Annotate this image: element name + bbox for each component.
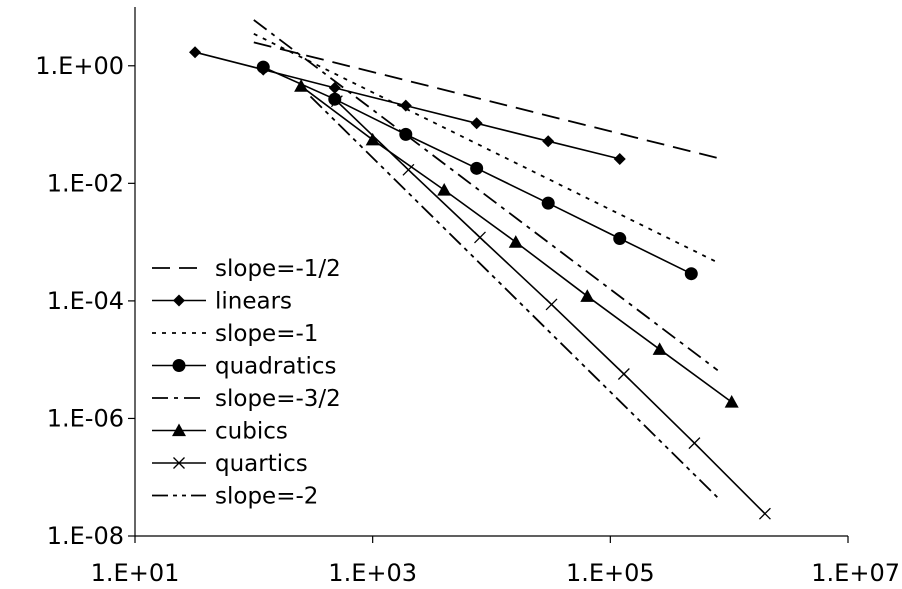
series-cubics	[294, 79, 739, 408]
y-tick-label: 1.E+00	[35, 52, 124, 80]
legend-item-cubics: cubics	[152, 419, 288, 445]
legend-marker-cubics	[172, 423, 186, 437]
legend-marker-quartics	[173, 457, 185, 469]
series-quartics	[330, 95, 771, 520]
data-point-quadratics	[541, 196, 555, 210]
data-point-cubics	[580, 289, 595, 302]
data-point-quartics	[474, 231, 486, 244]
series-slope-2	[309, 95, 719, 499]
y-tick-label: 1.E-06	[47, 404, 124, 432]
data-point-linears	[399, 99, 412, 112]
series-slope-3-2	[253, 19, 719, 372]
legend-label: slope=-1/2	[215, 256, 341, 282]
series-line-slope-2	[309, 95, 719, 499]
series-quadratics	[256, 60, 698, 281]
data-point-cubics	[508, 235, 523, 248]
data-point-linears	[542, 135, 555, 148]
plot-area	[189, 19, 771, 520]
legend-label: slope=-3/2	[215, 386, 341, 412]
data-point-cubics	[365, 132, 380, 146]
data-point-linears	[328, 81, 341, 94]
series-line-quartics	[336, 100, 766, 515]
data-point-quadratics	[256, 60, 270, 74]
x-tick-label: 1.E+03	[328, 559, 417, 587]
y-tick-label: 1.E-04	[47, 287, 124, 315]
legend-label: linears	[215, 289, 292, 315]
data-point-linears	[470, 117, 483, 130]
data-point-cubics	[294, 79, 309, 92]
data-point-quadratics	[684, 267, 698, 281]
x-tick-label: 1.E+07	[811, 559, 900, 587]
legend-item-slope-2: slope=-2	[152, 484, 318, 510]
legend-marker-linears	[173, 294, 185, 307]
legend-item-slope-3-2: slope=-3/2	[152, 386, 341, 412]
data-point-quadratics	[613, 232, 627, 246]
data-point-linears	[613, 152, 626, 165]
legend-label: slope=-1	[215, 321, 318, 347]
data-point-quartics	[545, 298, 558, 311]
legend-item-slope-1-2: slope=-1/2	[152, 256, 341, 282]
x-tick-label: 1.E+01	[91, 559, 180, 587]
legend-item-quadratics: quadratics	[152, 354, 336, 380]
data-point-cubics	[724, 395, 739, 408]
data-point-quartics	[758, 507, 771, 520]
data-point-quartics	[617, 368, 630, 380]
data-point-cubics	[437, 183, 452, 196]
y-tick-label: 1.E-08	[47, 522, 124, 550]
data-point-quartics	[688, 437, 701, 450]
y-tick-label: 1.E-02	[47, 169, 124, 197]
series-linears	[189, 46, 626, 165]
series-line-slope-3-2	[253, 19, 719, 372]
legend-label: slope=-2	[215, 484, 318, 510]
axes: 1.E+01 1.E+03 1.E+05 1.E+07 1.E+00 1.E-02 1.E-…	[35, 7, 900, 587]
data-point-quartics	[402, 163, 415, 176]
data-point-quartics	[330, 95, 343, 108]
data-point-linears	[189, 46, 202, 59]
legend-label: cubics	[215, 419, 288, 445]
legend: slope=-1/2 linears slope=-1 quadratics slope…	[152, 256, 341, 510]
legend-item-linears: linears	[152, 289, 292, 315]
legend-label: quadratics	[215, 354, 336, 380]
series-slope-1	[253, 32, 719, 264]
data-point-cubics	[652, 342, 667, 355]
series-line-slope-1	[253, 32, 719, 264]
data-point-quadratics	[470, 161, 484, 175]
legend-item-quartics: quartics	[152, 451, 308, 477]
legend-label: quartics	[215, 451, 308, 477]
legend-item-slope-1: slope=-1	[152, 321, 318, 347]
series-slope-1-2	[253, 41, 718, 159]
x-tick-label: 1.E+05	[566, 559, 655, 587]
series-line-slope-1-2	[253, 41, 718, 159]
legend-marker-quadratics	[172, 359, 186, 372]
